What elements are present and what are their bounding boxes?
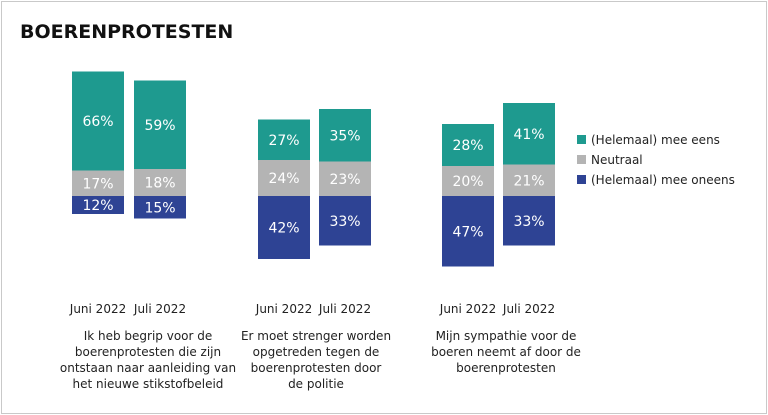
data-label-eens: 41% — [513, 127, 544, 143]
question-label-line: ontstaan naar aanleiding van — [60, 361, 236, 375]
legend-label-eens: (Helemaal) mee eens — [591, 133, 720, 147]
data-label-neutraal: 24% — [268, 171, 299, 187]
data-label-eens: 66% — [82, 114, 113, 130]
question-label-line: de politie — [288, 377, 344, 391]
bar-segment-neutraal — [503, 164, 555, 196]
data-label-neutraal: 20% — [452, 174, 483, 190]
data-label-eens: 59% — [144, 118, 175, 134]
data-label-neutraal: 18% — [144, 176, 175, 192]
data-label-oneens: 15% — [144, 200, 175, 216]
legend-label-oneens: (Helemaal) mee oneens — [591, 173, 735, 187]
bar-group-2-2: 35% 23% 33% — [319, 109, 371, 246]
data-label-neutraal: 17% — [82, 176, 113, 192]
data-label-oneens: 47% — [452, 224, 483, 240]
legend-swatch-neutraal — [577, 155, 586, 164]
bar-group-1-1: 66% 17% 12% — [72, 71, 124, 214]
data-label-eens: 35% — [329, 128, 360, 144]
bars-layer: 66%17%12%59%18%15%27%24%42%35%23%33%28%2… — [72, 71, 555, 267]
bar-segment-oneens — [258, 196, 310, 259]
bar-segment-oneens — [134, 196, 186, 219]
bar-segment-oneens — [503, 196, 555, 246]
data-label-oneens: 12% — [82, 198, 113, 214]
period-label: Juni 2022 — [255, 302, 312, 316]
question-label-line: Ik heb begrip voor de — [84, 329, 213, 343]
bar-segment-oneens — [72, 196, 124, 214]
data-label-neutraal: 21% — [513, 173, 544, 189]
labels-layer: Juni 2022 Juli 2022 Ik heb begrip voor de b… — [60, 302, 581, 391]
bar-group-3-2: 41% 21% 33% — [503, 103, 555, 246]
legend: (Helemaal) mee eens Neutraal (Helemaal) me… — [577, 133, 735, 187]
chart-title: BOERENPROTESTEN — [20, 21, 233, 43]
period-label: Juli 2022 — [133, 302, 186, 316]
bar-segment-eens — [503, 103, 555, 165]
bar-segment-neutraal — [134, 169, 186, 196]
bar-segment-neutraal — [72, 170, 124, 196]
bar-segment-eens — [442, 124, 494, 166]
bar-segment-eens — [72, 71, 124, 171]
bar-segment-eens — [258, 119, 310, 160]
legend-swatch-eens — [577, 135, 586, 144]
period-label: Juni 2022 — [439, 302, 496, 316]
data-label-eens: 28% — [452, 138, 483, 154]
question-label-line: opgetreden tegen de — [253, 345, 380, 359]
data-label-neutraal: 23% — [329, 172, 360, 188]
bar-group-3-1: 28% 20% 47% — [442, 124, 494, 267]
bar-segment-neutraal — [258, 160, 310, 196]
data-label-eens: 27% — [268, 133, 299, 149]
period-label: Juli 2022 — [502, 302, 555, 316]
bar-segment-neutraal — [319, 161, 371, 196]
data-label-oneens: 33% — [329, 214, 360, 230]
question-label-line: boerenprotesten door — [251, 361, 382, 375]
question-label-line: boeren neemt af door de — [431, 345, 581, 359]
bar-segment-eens — [134, 80, 186, 169]
data-label-oneens: 33% — [513, 214, 544, 230]
question-label-line: boerenprotesten — [456, 361, 556, 375]
question-label-line: het nieuwe stikstofbeleid — [73, 377, 224, 391]
period-label: Juli 2022 — [318, 302, 371, 316]
question-label-line: boerenprotesten die zijn — [75, 345, 221, 359]
legend-label-neutraal: Neutraal — [591, 153, 643, 167]
question-label-line: Mijn sympathie voor de — [436, 329, 577, 343]
bar-segment-oneens — [442, 196, 494, 267]
bar-segment-neutraal — [442, 166, 494, 196]
question-label-line: Er moet strenger worden — [241, 329, 391, 343]
bar-group-2-1: 27% 24% 42% — [258, 119, 310, 259]
bar-segment-oneens — [319, 196, 371, 246]
legend-swatch-oneens — [577, 175, 586, 184]
period-label: Juni 2022 — [69, 302, 126, 316]
data-label-oneens: 42% — [268, 221, 299, 237]
bar-group-1-2: 59% 18% 15% — [134, 80, 186, 219]
bar-segment-eens — [319, 109, 371, 162]
